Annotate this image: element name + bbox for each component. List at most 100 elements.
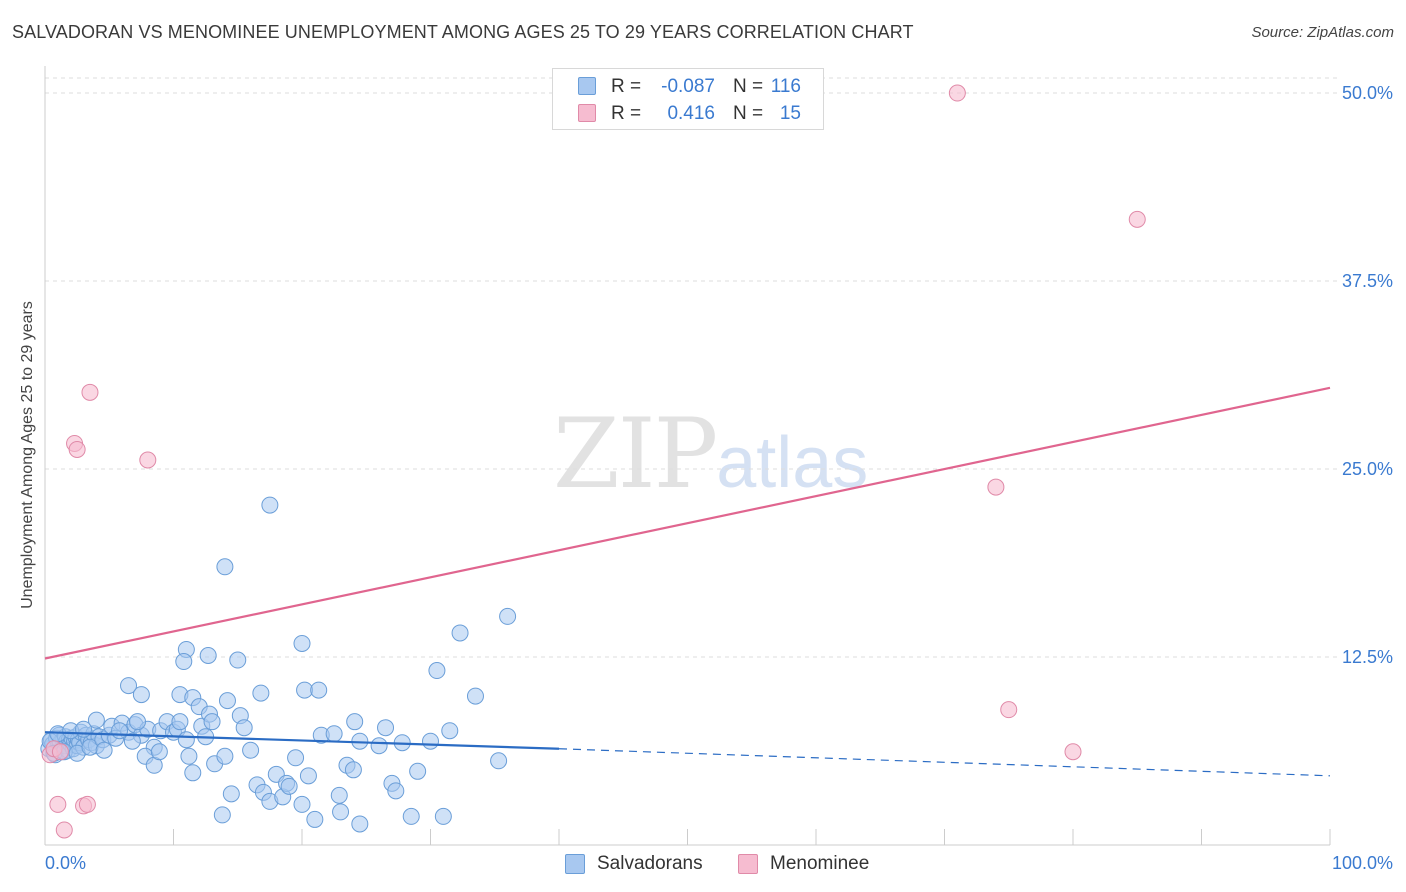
y-tick-label: 50.0% <box>1342 83 1393 103</box>
grid-layer <box>45 77 1338 658</box>
watermark-zip: ZIP <box>553 398 718 510</box>
menominee-point <box>81 383 99 401</box>
salvadorans-swatch <box>578 77 596 95</box>
salvadorans-swatch <box>565 854 585 874</box>
salvadoran-point <box>293 795 311 813</box>
salvadoran-point <box>499 607 517 625</box>
n-value: 116 <box>770 76 801 97</box>
y-tick-label: 12.5% <box>1342 647 1393 667</box>
salvadoran-point <box>87 711 105 729</box>
salvadoran-point <box>252 684 270 702</box>
salvadoran-point <box>222 785 240 803</box>
x-tick-label: 100.0% <box>1332 853 1393 873</box>
salvadoran-point <box>402 807 420 825</box>
salvadoran-point <box>332 803 350 821</box>
salvadoran-point <box>199 647 217 665</box>
salvadoran-point <box>111 722 129 740</box>
salvadoran-point <box>330 786 348 804</box>
chart-title: SALVADORAN VS MENOMINEE UNEMPLOYMENT AMO… <box>12 22 914 42</box>
menominee-point <box>78 795 96 813</box>
salvadoran-point <box>175 653 193 671</box>
x-tick-label: 0.0% <box>45 853 86 873</box>
legend-label: Menominee <box>770 853 870 874</box>
salvadoran-point <box>120 677 138 695</box>
menominee-point <box>948 84 966 102</box>
salvadoran-point <box>351 815 369 833</box>
r-value: 0.416 <box>667 103 715 124</box>
salvadoran-point <box>428 662 446 680</box>
salvadoran-point <box>184 764 202 782</box>
series-legend: Salvadorans Menominee <box>0 852 1406 878</box>
legend-row-salvadorans: R = -0.087 N = 116 <box>553 73 823 99</box>
menominee-point <box>987 478 1005 496</box>
menominee-point <box>49 795 67 813</box>
salvadoran-point <box>235 719 253 737</box>
menominee-point <box>1064 743 1082 761</box>
salvadoran-trend-extension <box>558 748 1331 777</box>
salvadoran-point <box>180 747 198 765</box>
salvadoran-point <box>216 558 234 576</box>
salvadoran-point <box>150 743 168 761</box>
legend-label: Salvadorans <box>597 853 703 874</box>
menominee-point <box>51 743 69 761</box>
trend-lines <box>44 386 1331 777</box>
salvadoran-point <box>171 713 189 731</box>
axis-layer <box>44 66 1331 846</box>
tick-labels: 12.5% 25.0% 37.5% 50.0% 0.0% 100.0% <box>45 83 1393 873</box>
salvadoran-point <box>261 496 279 514</box>
salvadoran-point <box>132 686 150 704</box>
salvadoran-point <box>441 722 459 740</box>
salvadoran-point <box>306 810 324 828</box>
r-label: R = <box>611 76 642 97</box>
n-label: N = <box>733 76 764 97</box>
salvadoran-point <box>422 732 439 750</box>
salvadoran-point <box>129 713 147 731</box>
salvadoran-point <box>409 762 427 780</box>
salvadoran-point <box>287 749 305 767</box>
salvadoran-point <box>344 761 362 779</box>
salvadoran-point <box>293 634 311 652</box>
y-tick-label: 25.0% <box>1342 459 1393 479</box>
salvadoran-point <box>95 741 113 759</box>
menominee-swatch <box>738 854 758 874</box>
menominee-point <box>1000 701 1018 719</box>
menominee-swatch <box>578 104 596 122</box>
salvadoran-point <box>218 692 236 710</box>
salvadoran-point <box>451 624 469 642</box>
salvadoran-point <box>387 782 405 800</box>
salvadoran-point <box>203 713 221 731</box>
salvadoran-point <box>280 777 298 795</box>
salvadoran-point <box>123 732 141 750</box>
menominee-point <box>55 821 73 839</box>
salvadoran-point <box>216 747 234 765</box>
menominee-points <box>41 84 1146 839</box>
salvadoran-trend-line <box>44 731 560 750</box>
r-value: -0.087 <box>661 76 715 97</box>
y-tick-label: 37.5% <box>1342 271 1393 291</box>
menominee-trend-line <box>44 386 1331 660</box>
watermark: ZIPatlas <box>553 398 868 510</box>
salvadoran-point <box>242 741 260 759</box>
salvadoran-points <box>40 496 517 833</box>
menominee-point <box>1128 210 1146 228</box>
salvadoran-point <box>213 806 231 824</box>
menominee-point <box>139 451 157 469</box>
salvadoran-point <box>370 737 388 755</box>
n-label: N = <box>733 103 764 124</box>
r-label: R = <box>611 103 642 124</box>
salvadoran-point <box>346 713 364 731</box>
salvadoran-point <box>296 681 314 699</box>
correlation-legend: R = -0.087 N = 116 R = 0.416 N = 15 <box>552 68 824 130</box>
legend-row-menominee: R = 0.416 N = 15 <box>553 100 823 126</box>
salvadoran-point <box>299 767 317 785</box>
salvadoran-point <box>229 651 247 669</box>
salvadoran-point <box>325 725 343 743</box>
menominee-point <box>68 440 86 458</box>
salvadoran-point <box>466 687 484 705</box>
salvadoran-point <box>310 681 328 699</box>
salvadoran-point <box>177 731 195 749</box>
salvadoran-point <box>490 752 508 770</box>
salvadoran-point <box>434 807 452 825</box>
salvadoran-point <box>377 719 395 737</box>
